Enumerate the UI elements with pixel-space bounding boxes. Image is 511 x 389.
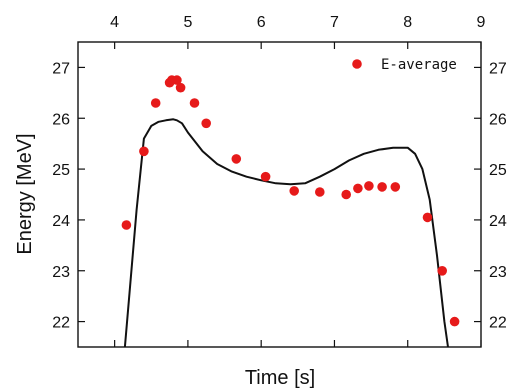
y-ticks-right: 22 23 24 25 26 27 xyxy=(474,60,507,332)
x-ticks-top: 4 5 6 7 8 9 xyxy=(110,14,486,347)
e-average-point xyxy=(437,266,448,276)
e-average-point xyxy=(231,154,242,164)
energy-curve-line xyxy=(123,118,449,348)
e-average-point xyxy=(201,118,211,129)
x-axis-title: Time [s] xyxy=(245,367,315,389)
plot-frame xyxy=(77,41,482,348)
legend-label: E-average xyxy=(381,57,457,73)
y-tick-label-right: 24 xyxy=(489,213,507,230)
y-tick-label-left: 22 xyxy=(52,315,70,332)
e-average-point xyxy=(377,182,387,192)
y-tick-label-right: 27 xyxy=(489,60,507,77)
e-average-point xyxy=(175,82,186,93)
y-tick-label-left: 24 xyxy=(52,213,70,230)
e-average-point xyxy=(315,187,325,197)
e-average-point xyxy=(422,212,433,223)
x-tick-label: 8 xyxy=(403,14,412,31)
y-tick-label-left: 26 xyxy=(52,111,70,128)
x-tick-label: 4 xyxy=(110,14,119,31)
legend-marker xyxy=(352,59,362,69)
e-average-point xyxy=(121,220,132,230)
e-average-point xyxy=(150,98,161,108)
y-tick-label-left: 27 xyxy=(52,60,70,77)
y-ticks-left: 22 23 24 25 26 27 xyxy=(52,60,85,332)
x-tick-label: 7 xyxy=(330,14,339,31)
e-average-point xyxy=(189,98,200,108)
x-tick-label: 9 xyxy=(477,14,486,31)
y-tick-label-right: 25 xyxy=(489,162,507,179)
e-average-point xyxy=(353,183,363,194)
e-average-point xyxy=(139,146,149,157)
legend: E-average xyxy=(352,57,457,73)
y-tick-label-left: 23 xyxy=(52,264,70,281)
e-average-point xyxy=(341,189,352,200)
e-average-point xyxy=(172,75,182,85)
y-tick-label-right: 22 xyxy=(489,315,507,332)
e-average-point xyxy=(449,316,460,327)
y-axis-title: Energy [MeV] xyxy=(14,133,36,254)
e-average-point xyxy=(390,182,401,192)
e-average-point xyxy=(364,181,374,191)
x-tick-label: 6 xyxy=(257,14,266,31)
e-average-point xyxy=(260,171,271,182)
plot-area xyxy=(121,75,460,348)
y-tick-label-right: 23 xyxy=(489,264,507,281)
e-average-point xyxy=(289,186,300,196)
y-tick-label-right: 26 xyxy=(489,111,507,128)
x-tick-label: 5 xyxy=(183,14,192,31)
y-tick-label-left: 25 xyxy=(52,162,70,179)
